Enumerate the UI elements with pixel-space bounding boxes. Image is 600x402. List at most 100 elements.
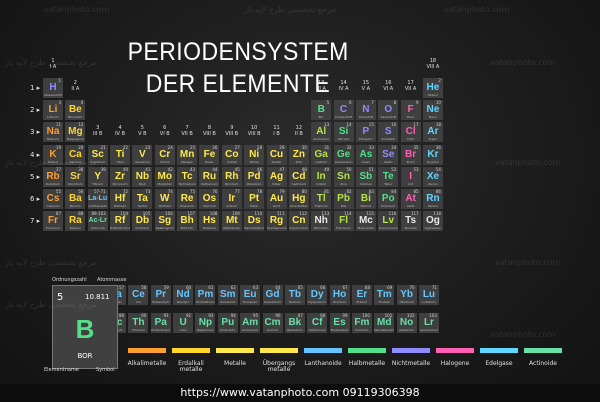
watermark-text: vatanphoto.com — [490, 58, 556, 67]
element-name: Sauerstoff — [380, 115, 396, 120]
atomic-number: 36 — [435, 144, 441, 150]
element-cell-ts: 117 Ts Tenness — [400, 211, 421, 232]
element-name: Gadolinium — [263, 300, 282, 304]
group-number: 17 — [407, 80, 414, 87]
atomic-number: 79 — [279, 189, 285, 194]
element-symbol: Os — [202, 193, 217, 204]
element-cell-sn: 50 Sn Zinn — [333, 166, 354, 187]
element-cell-pt: 78 Pt Platin — [244, 189, 265, 209]
element-symbol: In — [316, 170, 326, 182]
element-symbol: S — [384, 126, 392, 138]
group-number: 10 — [250, 124, 258, 131]
element-name: Schwefel — [381, 137, 396, 142]
element-name: Rubidium — [45, 181, 61, 186]
legend-label: Alkalimetalle — [127, 360, 167, 367]
group-number: 15 — [362, 80, 370, 87]
element-cell-la-lu: 57-71 La-Lu Lanthanoide — [87, 189, 108, 209]
atomic-number: 100 — [362, 313, 370, 318]
element-symbol: Sg — [158, 215, 172, 227]
atomic-number: 117 — [410, 211, 419, 217]
atomic-number: 30 — [301, 144, 307, 150]
atomic-number: 55 — [55, 189, 61, 194]
element-name: Californium — [308, 328, 326, 332]
atomic-number: 82 — [346, 189, 352, 194]
element-name: Arsen — [361, 159, 371, 164]
element-cell-gd: 64 Gd Gadolinium — [262, 285, 283, 305]
group-roman: IV B — [115, 130, 125, 137]
element-symbol: Gd — [265, 289, 280, 300]
element-symbol: Ne — [426, 104, 440, 116]
element-symbol: Hf — [114, 193, 126, 204]
legend-color-bar — [524, 348, 562, 353]
element-cell-pm: 61 Pm Promethium — [195, 285, 216, 305]
legend-label: Lanthanoide — [304, 360, 342, 367]
atomic-number: 56 — [78, 189, 84, 194]
group-number: 4 — [118, 124, 122, 131]
atomic-number: 65 — [297, 285, 303, 290]
element-symbol: Og — [425, 215, 440, 227]
element-cell-k: 19 K Kalium — [43, 144, 63, 165]
element-symbol: Sm — [220, 289, 236, 300]
group-roman: VIII B — [203, 130, 216, 137]
group-label-12: 12 II B — [289, 125, 309, 137]
element-cell-ar: 18 Ar Argon — [422, 122, 443, 143]
element-symbol: I — [409, 170, 412, 182]
element-cell-bk: 97 Bk Berkelium — [284, 313, 305, 333]
element-symbol: Pu — [221, 317, 235, 328]
element-symbol: Y — [94, 170, 102, 182]
element-name: Berkelium — [287, 328, 303, 332]
element-name: Ytterbium — [399, 300, 414, 304]
element-symbol: Ge — [336, 148, 351, 160]
element-name: Calcium — [69, 159, 82, 164]
atomic-number: 39 — [100, 166, 106, 172]
element-name: Osmium — [203, 204, 216, 208]
element-name: Phosphor — [358, 137, 373, 142]
atomic-number: 47 — [279, 166, 285, 172]
element-symbol: W — [160, 193, 170, 204]
element-symbol: Ba — [68, 193, 82, 204]
element-name: Samarium — [220, 300, 236, 304]
element-name: Uran — [179, 328, 187, 332]
atomic-number: 113 — [321, 211, 330, 217]
atomic-number: 84 — [391, 189, 397, 194]
element-name: Titan — [116, 159, 124, 164]
element-name: Cobalt — [226, 159, 237, 164]
element-cell-rn: 86 Rn Radon — [422, 189, 443, 209]
atomic-number: 76 — [212, 189, 218, 194]
element-name: Scandium — [90, 159, 106, 164]
element-cell-ds: 110 Ds Darmstadtium — [244, 211, 265, 232]
element-name: Iridium — [226, 204, 238, 208]
atomic-number: 116 — [388, 211, 397, 217]
element-name: Lithium — [47, 115, 59, 120]
element-cell-np: 93 Np Neptunium — [195, 313, 216, 333]
atomic-number: 10 — [435, 100, 441, 106]
element-cell-fl: 114 Fl Flerovium — [333, 211, 354, 232]
group-roman: VIII B — [225, 130, 239, 137]
atomic-number: 103 — [429, 313, 437, 318]
element-name: Bor — [318, 115, 324, 120]
key-name: BOR — [77, 352, 93, 360]
element-name: Zink — [295, 159, 303, 164]
element-name: Bismut — [360, 204, 372, 208]
element-symbol: Cn — [292, 215, 306, 227]
element-symbol: Tl — [316, 193, 326, 204]
key-mass: 10.811 — [85, 293, 110, 301]
watermark-text: مرجع تخصصی طرح لایه باز — [5, 300, 97, 309]
element-cell-hf: 72 Hf Hafnium — [110, 189, 131, 209]
element-cell-yb: 70 Yb Ytterbium — [396, 285, 417, 305]
element-cell-db: 105 Db Dubnium — [132, 211, 153, 232]
element-symbol: Fr — [48, 215, 58, 227]
element-name: Xenon — [428, 181, 438, 186]
atomic-number: 45 — [234, 166, 240, 172]
element-name: Moscovium — [357, 226, 375, 231]
element-cell-mg: 12 Mg Magnesium — [65, 122, 86, 143]
element-name: Livermorium — [378, 226, 398, 231]
atomic-number: 46 — [257, 166, 263, 172]
element-name: Polonium — [381, 204, 396, 208]
element-name: Nobelium — [399, 328, 414, 332]
element-cell-f: 9 F Fluor — [400, 100, 421, 121]
element-symbol: Pt — [249, 193, 260, 204]
element-name: Eisen — [205, 159, 214, 164]
atomic-number: 60 — [186, 285, 192, 290]
